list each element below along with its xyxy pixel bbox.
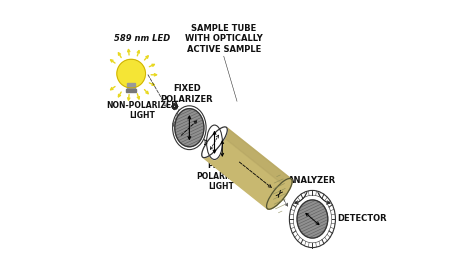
Ellipse shape [207,125,222,159]
FancyBboxPatch shape [126,89,137,92]
Text: PLANE
POLARIZED
LIGHT: PLANE POLARIZED LIGHT [197,161,246,191]
Circle shape [117,59,146,88]
Ellipse shape [290,190,336,248]
Text: 589 nm LED: 589 nm LED [114,34,170,43]
Ellipse shape [202,127,228,158]
Text: DETECTOR: DETECTOR [338,214,387,223]
Polygon shape [220,127,291,186]
Ellipse shape [266,178,292,209]
Ellipse shape [175,109,204,147]
Text: FIXED
POLARIZER: FIXED POLARIZER [160,85,213,104]
FancyBboxPatch shape [127,83,136,90]
Text: SAMPLE TUBE
WITH OPTICALLY
ACTIVE SAMPLE: SAMPLE TUBE WITH OPTICALLY ACTIVE SAMPLE [185,24,263,54]
Polygon shape [203,127,291,209]
Text: ANALYZER: ANALYZER [288,176,337,185]
Ellipse shape [297,200,328,238]
Ellipse shape [173,106,206,149]
Text: NON-POLARIZED
LIGHT: NON-POLARIZED LIGHT [106,101,178,120]
